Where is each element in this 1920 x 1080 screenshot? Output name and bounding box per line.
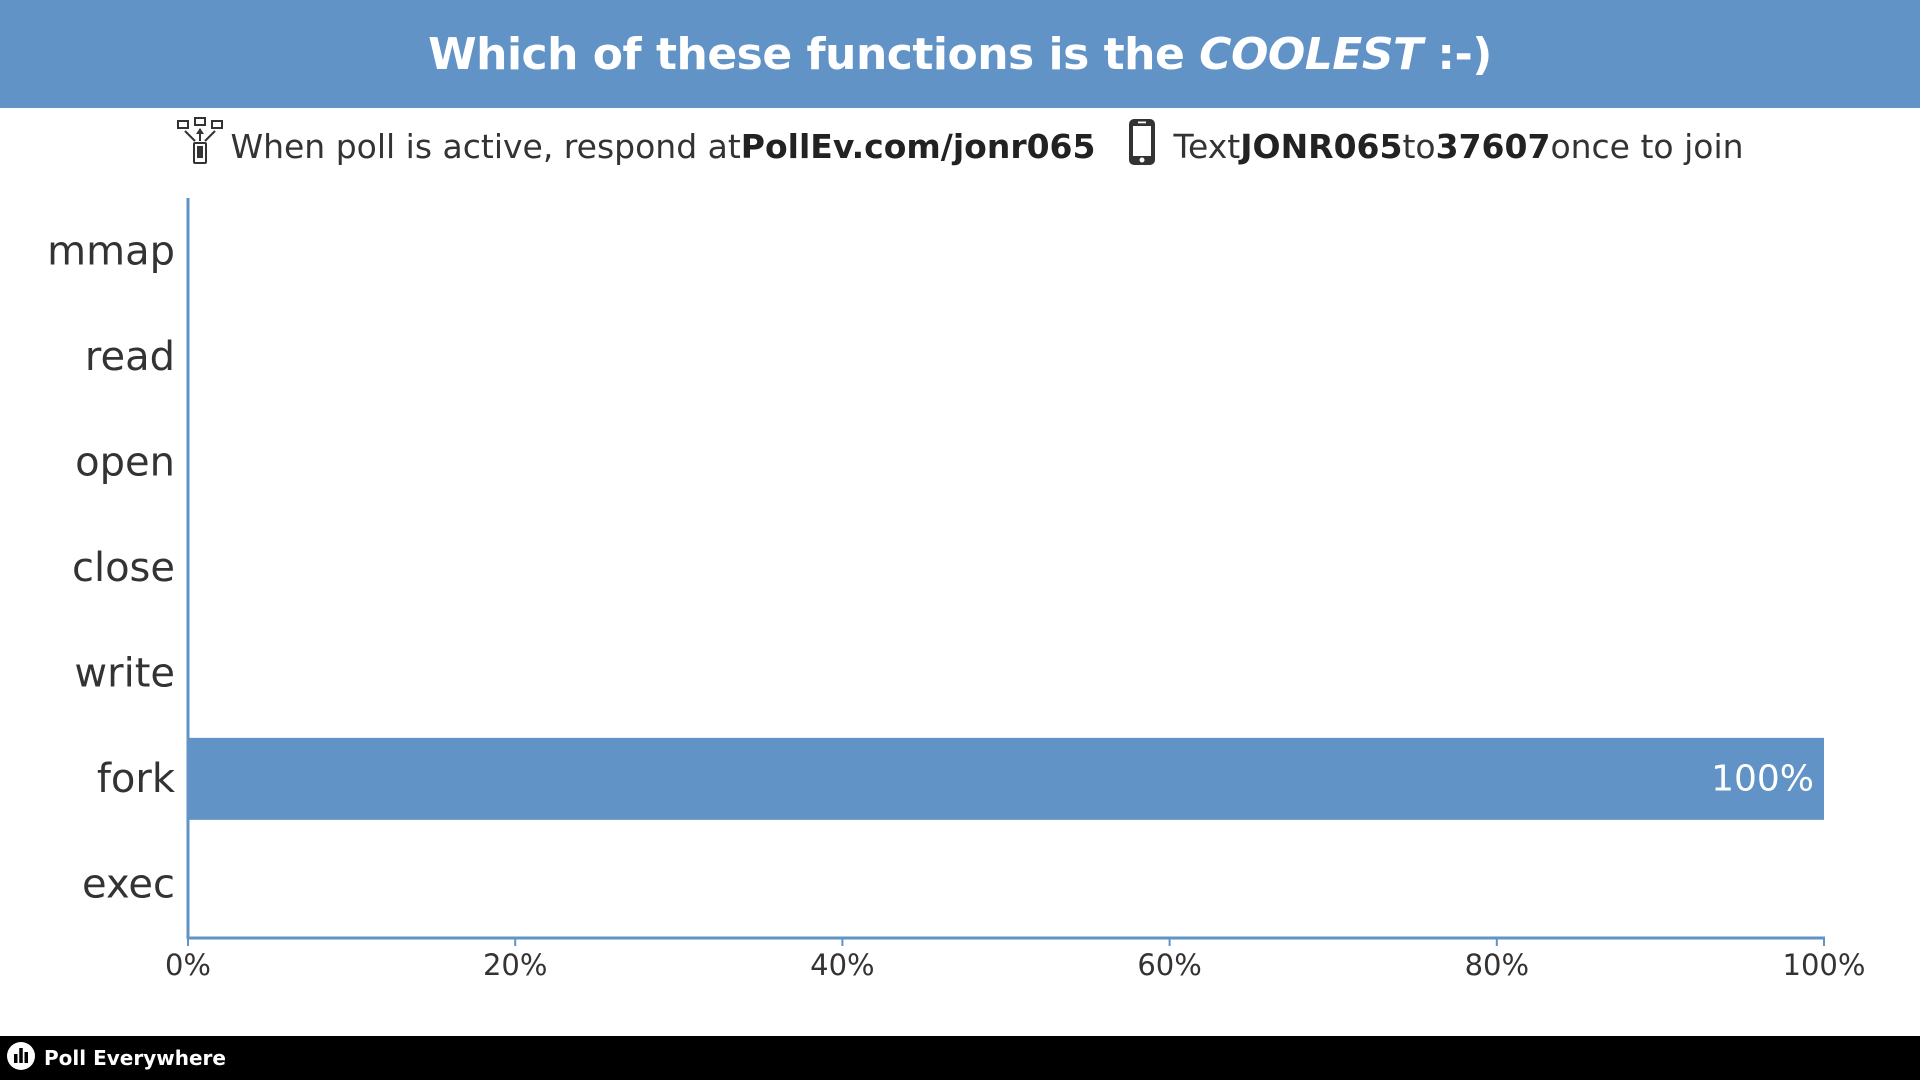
poll-title: Which of these functions is the COOLEST … bbox=[428, 29, 1492, 80]
category-label-write: write bbox=[74, 650, 175, 696]
text-code: JONR065 bbox=[1240, 126, 1403, 166]
x-tick-label-3: 60% bbox=[1137, 948, 1201, 982]
header-bar: Which of these functions is the COOLEST … bbox=[0, 0, 1920, 108]
text-mid: to bbox=[1402, 126, 1436, 166]
category-label-fork: fork bbox=[97, 756, 176, 802]
bar-chart: mmap read open close write fork 100% exec 0% 20% 4… bbox=[47, 198, 1866, 982]
x-tick-label-0: 0% bbox=[165, 948, 211, 982]
text-suffix: once to join bbox=[1550, 126, 1744, 166]
poll-url[interactable]: PollEv.com/jonr065 bbox=[740, 126, 1096, 166]
category-label-exec: exec bbox=[82, 861, 175, 907]
x-tick-label-4: 80% bbox=[1465, 948, 1529, 982]
category-label-open: open bbox=[75, 440, 175, 486]
title-suffix: :-) bbox=[1422, 28, 1492, 80]
title-prefix: Which of these functions is the bbox=[428, 28, 1200, 80]
poll-everywhere-logo-icon bbox=[6, 1041, 36, 1075]
x-tick-label-1: 20% bbox=[483, 948, 547, 982]
x-tick-label-5: 100% bbox=[1783, 948, 1866, 982]
bar-fork bbox=[188, 737, 1824, 820]
x-tick-label-2: 40% bbox=[810, 948, 874, 982]
text-number: 37607 bbox=[1435, 126, 1551, 166]
results-chart: mmap read open close write fork 100% exec 0% 20% 4… bbox=[0, 190, 1920, 994]
footer-bar: Poll Everywhere bbox=[0, 1036, 1920, 1080]
brand-name: Poll Everywhere bbox=[44, 1046, 226, 1070]
category-label-mmap: mmap bbox=[47, 229, 175, 275]
category-label-read: read bbox=[85, 334, 175, 380]
phone-icon bbox=[1127, 117, 1157, 175]
category-label-close: close bbox=[72, 545, 175, 591]
web-prefix: When poll is active, respond at bbox=[230, 126, 741, 166]
text-prefix: Text bbox=[1173, 126, 1241, 166]
response-instructions: When poll is active, respond at PollEv.c… bbox=[0, 116, 1920, 176]
value-label-fork: 100% bbox=[1711, 758, 1814, 799]
web-response-icon bbox=[176, 117, 224, 175]
title-emphasis: COOLEST bbox=[1199, 28, 1423, 80]
